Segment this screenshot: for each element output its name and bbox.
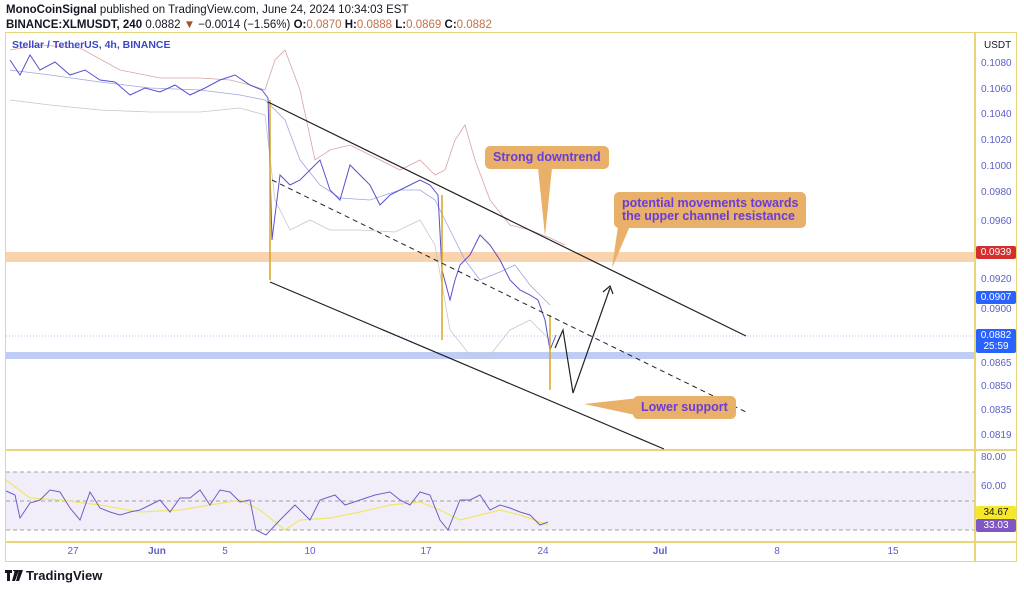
symbol-title[interactable]: Stellar / TetherUS, 4h, BINANCE	[12, 39, 171, 51]
chart-frame	[5, 32, 1017, 562]
time-tick: 17	[420, 546, 432, 557]
support-zone[interactable]	[6, 352, 974, 359]
price-tick: 0.0819	[981, 430, 1012, 441]
callout-strong-downtrend[interactable]: Strong downtrend	[485, 146, 609, 169]
price-tick: 0.0960	[981, 216, 1012, 227]
price-tick: 0.0900	[981, 304, 1012, 315]
price-axis-unit[interactable]: USDT	[984, 40, 1012, 51]
bar-countdown: 25:59	[983, 341, 1009, 352]
candlesticks	[9, 54, 557, 390]
upper-channel-line[interactable]	[267, 101, 747, 337]
rsi-ma-label: 34.67	[976, 506, 1016, 519]
open-label: O:	[293, 19, 307, 31]
price-tick: 0.1060	[981, 84, 1012, 95]
price-tick: 0.0835	[981, 405, 1012, 416]
price-tick: 0.0980	[981, 187, 1012, 198]
high-value: 0.0888	[356, 19, 393, 31]
time-tick: Jul	[652, 546, 668, 557]
callout-lower-support[interactable]: Lower support	[633, 396, 736, 419]
time-tick: 24	[537, 546, 549, 557]
callout-potential-movements[interactable]: potential movements towards the upper ch…	[614, 192, 807, 228]
time-axis-divider	[5, 541, 1017, 543]
rsi-tick: 60.00	[981, 481, 1007, 492]
publish-line: MonoCoinSignal published on TradingView.…	[6, 3, 492, 18]
high-label: H:	[344, 19, 357, 31]
price-tick: 0.0850	[981, 381, 1012, 392]
resistance-price-label: 0.0939	[976, 246, 1016, 259]
price-tick: 0.0920	[981, 274, 1012, 285]
close-value: 0.0882	[456, 19, 492, 31]
published-text: published on TradingView.com, June 24, 2…	[99, 4, 409, 16]
time-tick: 27	[67, 546, 79, 557]
low-value: 0.0869	[406, 19, 442, 31]
lower-channel-line[interactable]	[269, 281, 665, 450]
time-tick: 5	[222, 546, 228, 557]
tradingview-logo[interactable]: TradingView	[5, 568, 102, 583]
time-tick: 10	[304, 546, 316, 557]
price-change: −0.0014 (−1.56%)	[198, 19, 291, 31]
projected-path[interactable]	[554, 287, 611, 394]
tradingview-logo-icon	[5, 570, 23, 581]
last-price-value: 0.0882	[980, 330, 1012, 341]
last-price-label: 0.0882 25:59	[976, 329, 1016, 353]
callout-line-2: the upper channel resistance	[622, 209, 795, 223]
time-tick: 15	[887, 546, 899, 557]
price-tick: 0.0865	[981, 358, 1012, 369]
low-label: L:	[395, 19, 407, 31]
price-tick: 0.1000	[981, 161, 1012, 172]
down-arrow-icon: ▼	[183, 19, 196, 31]
symbol-full: BINANCE:XLMUSDT, 240	[6, 19, 143, 31]
time-tick: 8	[774, 546, 780, 557]
close-label: C:	[444, 19, 457, 31]
price-axis-divider	[974, 32, 976, 562]
bb-upper-price-label: 0.0907	[976, 291, 1016, 304]
pane-divider[interactable]	[5, 449, 1017, 451]
callout-line-1: potential movements towards	[622, 196, 799, 210]
brand-name: TradingView	[26, 568, 103, 583]
time-tick: Jun	[148, 546, 166, 557]
symbol-line: BINANCE:XLMUSDT, 240 0.0882 ▼ −0.0014 (−…	[6, 18, 492, 33]
mid-channel-line[interactable]	[271, 179, 747, 413]
author-name[interactable]: MonoCoinSignal	[6, 4, 97, 16]
publish-header: MonoCoinSignal published on TradingView.…	[6, 3, 492, 33]
open-value: 0.0870	[306, 19, 342, 31]
rsi-tick: 80.00	[981, 452, 1007, 463]
price-tick: 0.1080	[981, 58, 1012, 69]
price-tick: 0.1020	[981, 135, 1012, 146]
last-price: 0.0882	[145, 19, 181, 31]
resistance-zone[interactable]	[6, 252, 974, 262]
price-tick: 0.1040	[981, 109, 1012, 120]
rsi-value-label: 33.03	[976, 519, 1016, 532]
